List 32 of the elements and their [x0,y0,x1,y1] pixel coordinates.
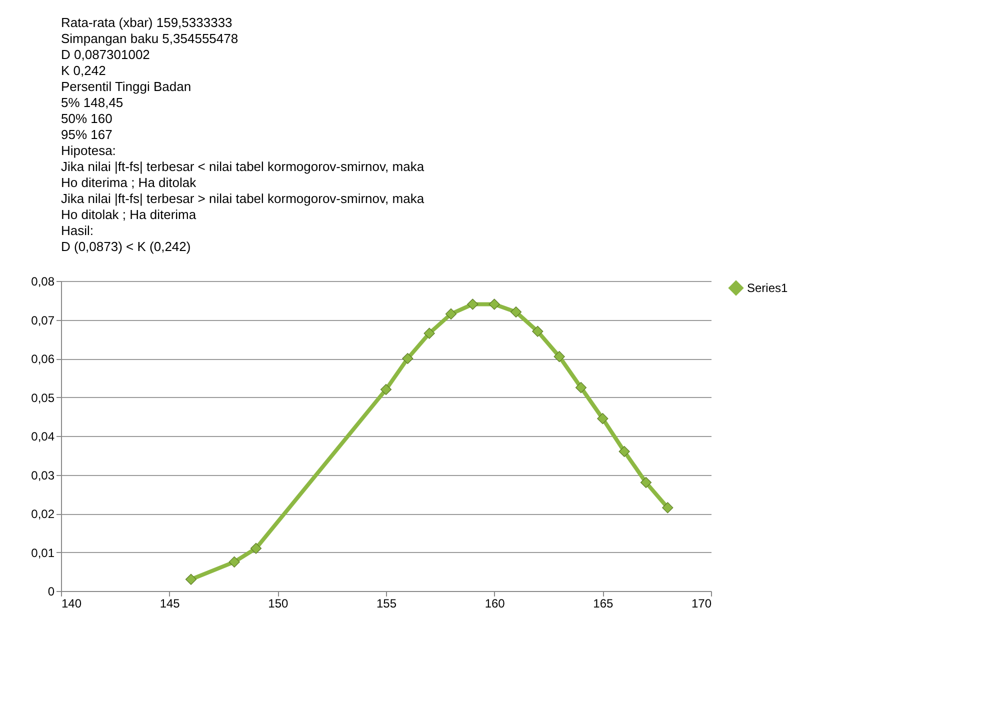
x-tick-label: 140 [62,596,82,610]
text: Persentil Tinggi Badan [61,79,192,94]
y-tick-label: 0,04 [31,430,55,444]
x-tick-label: 150 [268,596,288,610]
text: 50% 160 [61,111,112,126]
x-tick-label: 160 [484,596,506,610]
y-tick-label: 0,08 [31,274,55,288]
y-tick-label: 0,03 [31,468,55,482]
text: Jika nilai |ft-fs| terbesar > nilai tabel kormogorov-smirnov, maka [61,191,425,206]
text: Hipotesa: [61,143,116,158]
y-tick-label: 0,05 [31,390,55,405]
y-tick-label: 0,01 [31,546,55,560]
text: Simpangan baku 5,354555478 [61,31,238,46]
text: Jika nilai |ft-fs| terbesar < nilai tabel kormogorov-smirnov, maka [61,159,425,174]
y-tick-label: 0 [48,584,55,598]
text: 95% 167 [61,127,112,142]
y-tick-label: 0,06 [31,352,55,366]
x-tick-label: 165 [593,596,614,610]
x-tick-label: 155 [376,596,397,610]
text: K 0,242 [61,63,106,78]
text: Ho ditolak ; Ha diterima [61,207,197,222]
y-tick-label: 0,02 [31,507,55,521]
text: Hasil: [61,223,94,238]
text: D 0,087301002 [61,47,150,62]
text: Rata-rata (xbar) 159,5333333 [61,15,232,30]
x-tick-label: 170 [691,596,712,610]
text: 5% 148,45 [61,95,124,110]
text: Ho diterima ; Ha ditolak [61,175,197,190]
legend-label: Series1 [747,281,788,295]
x-tick-label: 145 [160,596,180,610]
y-tick-label: 0,07 [31,313,55,328]
text: D (0,0873) < K (0,242) [61,239,191,254]
